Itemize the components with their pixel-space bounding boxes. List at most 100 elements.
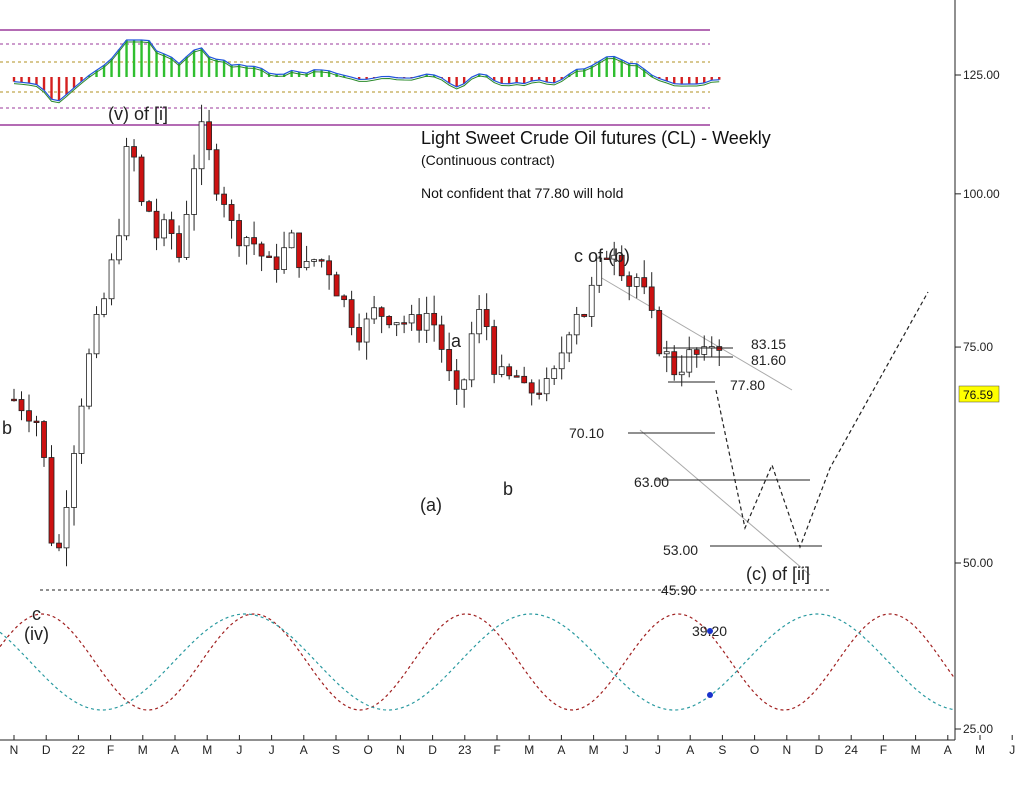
candle-up <box>281 247 287 270</box>
level-label-5300: 53.00 <box>663 542 698 558</box>
candle-up <box>243 237 250 247</box>
candle-up <box>588 284 595 317</box>
candle-up <box>116 235 122 261</box>
wave-label-b-left: b <box>2 418 12 438</box>
candle-up <box>183 214 190 258</box>
x-month-label: N <box>396 743 405 757</box>
candle-up <box>558 352 565 370</box>
candle-down <box>528 382 535 394</box>
fib-levels: 83.15 81.60 77.80 70.10 63.00 53.00 45.9… <box>40 336 832 598</box>
candle-down <box>671 351 678 376</box>
level-label-8160: 81.60 <box>751 352 786 368</box>
candle-down <box>536 392 543 395</box>
candle-up <box>363 318 370 343</box>
level-label-7010: 70.10 <box>569 425 604 441</box>
candle-up <box>78 405 85 454</box>
candle-down <box>491 326 498 375</box>
osc-line-green <box>13 41 720 104</box>
candle-down <box>378 307 385 317</box>
candle-down <box>41 421 47 458</box>
candle-down <box>221 193 227 205</box>
x-month-label: D <box>428 743 437 757</box>
candle-down <box>618 254 625 277</box>
cycle-marker-bottom <box>707 692 713 698</box>
candle-down <box>56 542 62 549</box>
y-tick-label: 50.00 <box>963 556 993 570</box>
candle-up <box>663 351 670 355</box>
candle-down <box>251 237 257 245</box>
x-month-label: M <box>138 743 148 757</box>
wave-label-c-of-b: c of (b) <box>574 246 630 266</box>
cycle-wave-teal <box>0 613 955 711</box>
cycle-marker-top <box>707 628 713 634</box>
candle-down <box>648 286 655 311</box>
candle-down <box>26 410 32 422</box>
chart-title: Light Sweet Crude Oil futures (CL) - Wee… <box>421 128 771 148</box>
candle-up <box>93 313 100 355</box>
y-tick-label: 75.00 <box>963 340 993 354</box>
candle-down <box>168 219 175 234</box>
level-label-7780: 77.80 <box>730 377 765 393</box>
x-month-label: A <box>557 743 565 757</box>
candle-down <box>581 313 588 317</box>
x-month-label: N <box>782 743 791 757</box>
chart-subtitle: (Continuous contract) <box>421 152 555 168</box>
candle-down <box>18 399 25 412</box>
candle-down <box>693 349 700 355</box>
cycle-wave-red <box>0 613 955 711</box>
x-month-label: S <box>332 743 340 757</box>
candle-down <box>416 314 423 331</box>
candle-down <box>48 457 55 544</box>
candle-down <box>228 204 235 221</box>
candle-down <box>641 277 648 288</box>
x-month-label: J <box>236 743 242 757</box>
candle-up <box>408 314 415 324</box>
x-month-label: M <box>202 743 212 757</box>
candle-down <box>483 309 490 327</box>
x-month-label: A <box>171 743 179 757</box>
candle-down <box>656 310 663 355</box>
candle-up <box>633 277 640 287</box>
wave-label-iv: (iv) <box>24 624 49 644</box>
candle-down <box>138 156 145 203</box>
x-month-label: M <box>589 743 599 757</box>
chart-note: Not confident that 77.80 will hold <box>421 185 623 201</box>
candle-down <box>33 420 40 424</box>
candle-up <box>311 259 318 262</box>
candle-down <box>296 232 302 269</box>
x-month-label: J <box>269 743 275 757</box>
candle-down <box>273 256 280 270</box>
wave-label-a: a <box>451 331 462 351</box>
candle-up <box>198 121 205 170</box>
x-month-label: A <box>944 743 952 757</box>
candle-down <box>506 366 513 377</box>
x-month-label: 24 <box>845 743 859 757</box>
x-month-label: S <box>718 743 726 757</box>
channel-upper <box>599 276 793 391</box>
x-month-label: J <box>1009 743 1015 757</box>
osc-histogram <box>12 40 721 101</box>
candle-up <box>71 453 77 508</box>
candle-up <box>686 349 693 373</box>
candle-down <box>153 210 160 239</box>
candle-up <box>101 298 107 315</box>
x-month-label: M <box>524 743 534 757</box>
candle-up <box>123 146 130 237</box>
candle-up <box>498 366 505 375</box>
candle-down <box>146 201 152 212</box>
candle-up <box>596 257 603 286</box>
wave-label-b-mid: b <box>503 479 513 499</box>
x-month-label: D <box>815 743 824 757</box>
candle-up <box>288 232 295 249</box>
projected-wave-path <box>715 291 929 549</box>
level-label-8315: 83.15 <box>751 336 786 352</box>
candle-down <box>326 260 333 276</box>
time-axis: ND22FMAMJJASOND23FMAMJJASOND24FMAMJJASON <box>10 735 1015 757</box>
x-month-label: A <box>300 743 308 757</box>
candle-up <box>108 259 115 300</box>
candle-down <box>266 255 272 258</box>
candle-up <box>543 378 550 395</box>
candle-up <box>566 334 573 354</box>
x-month-label: F <box>107 743 114 757</box>
